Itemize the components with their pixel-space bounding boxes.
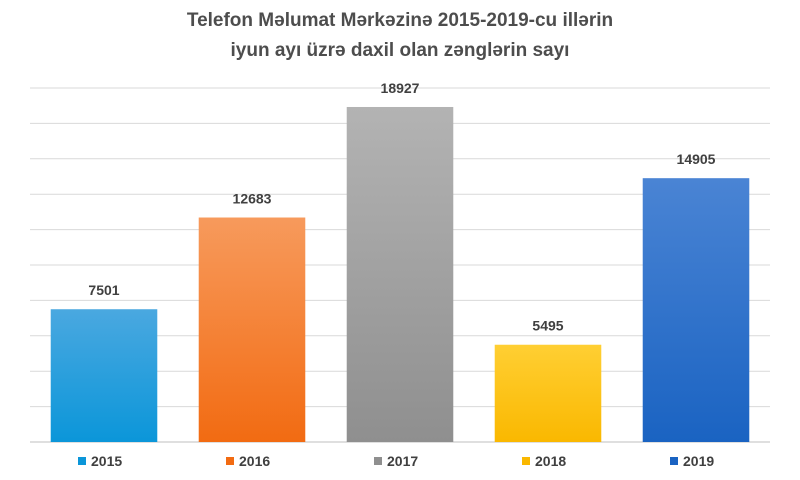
legend-swatch-2018 (522, 457, 530, 465)
data-label-2016: 12683 (233, 191, 272, 207)
data-labels: 7501 12683 18927 5495 14905 (88, 80, 715, 334)
data-label-2019: 14905 (677, 151, 716, 167)
chart-title-line-2: iyun ayı üzrə daxil olan zənglərin sayı (230, 40, 570, 61)
legend-label-2016: 2016 (239, 453, 270, 469)
data-label-2017: 18927 (381, 80, 420, 96)
legend-label-2015: 2015 (91, 453, 122, 469)
legend: 2015 2016 2017 2018 2019 (78, 453, 714, 469)
chart-title-line-1: Telefon Məlumat Mərkəzinə 2015-2019-cu i… (186, 10, 614, 31)
bar-2017 (346, 106, 454, 443)
legend-swatch-2015 (78, 457, 86, 465)
data-label-2018: 5495 (532, 318, 563, 334)
legend-swatch-2016 (226, 457, 234, 465)
chart-title: Telefon Məlumat Mərkəzinə 2015-2019-cu i… (0, 6, 800, 66)
legend-swatch-2017 (374, 457, 382, 465)
legend-label-2018: 2018 (535, 453, 566, 469)
legend-label-2019: 2019 (683, 453, 714, 469)
bar-2015 (50, 309, 158, 442)
bar-2018 (494, 344, 602, 442)
bar-2019 (642, 178, 750, 442)
data-label-2015: 7501 (88, 282, 119, 298)
legend-swatch-2019 (670, 457, 678, 465)
bar-2016 (198, 217, 306, 442)
legend-label-2017: 2017 (387, 453, 418, 469)
bars (50, 106, 750, 443)
